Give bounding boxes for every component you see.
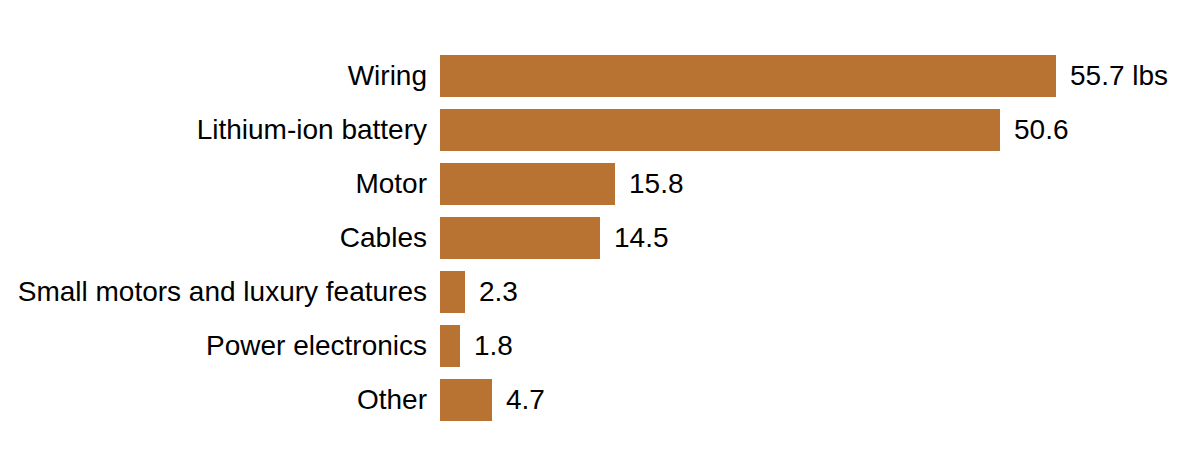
bar-row: Other 4.7	[0, 379, 1200, 421]
bar	[440, 271, 465, 313]
bar-row: Lithium-ion battery 50.6	[0, 109, 1200, 151]
bar-row: Cables 14.5	[0, 217, 1200, 259]
bar	[440, 163, 615, 205]
category-label: Lithium-ion battery	[0, 116, 427, 144]
bar-rows-container: Wiring 55.7 lbs Lithium-ion battery 50.6…	[0, 55, 1200, 421]
category-label: Motor	[0, 170, 427, 198]
bar-row: Wiring 55.7 lbs	[0, 55, 1200, 97]
value-label: 2.3	[479, 278, 518, 306]
value-label: 1.8	[474, 332, 513, 360]
value-label: 55.7 lbs	[1070, 62, 1168, 90]
category-label: Small motors and luxury features	[0, 278, 427, 306]
bar-row: Power electronics 1.8	[0, 325, 1200, 367]
value-label: 15.8	[629, 170, 684, 198]
bar	[440, 379, 492, 421]
category-label: Cables	[0, 224, 427, 252]
category-label: Power electronics	[0, 332, 427, 360]
category-label: Wiring	[0, 62, 427, 90]
value-label: 4.7	[506, 386, 545, 414]
category-label: Other	[0, 386, 427, 414]
bar-row: Small motors and luxury features 2.3	[0, 271, 1200, 313]
bar	[440, 109, 1000, 151]
value-label: 50.6	[1014, 116, 1069, 144]
bar	[440, 217, 600, 259]
bar	[440, 55, 1056, 97]
bar-row: Motor 15.8	[0, 163, 1200, 205]
value-label: 14.5	[614, 224, 669, 252]
bar	[440, 325, 460, 367]
component-weight-bar-chart: Wiring 55.7 lbs Lithium-ion battery 50.6…	[0, 0, 1200, 462]
